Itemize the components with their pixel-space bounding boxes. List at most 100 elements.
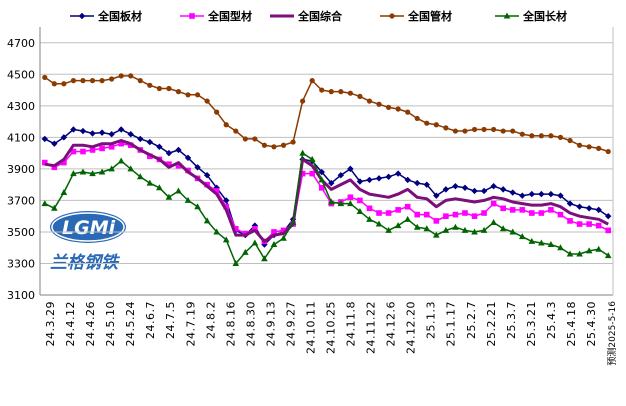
x-tick-label: 24.10.25: [325, 301, 338, 354]
data-point: [376, 210, 382, 216]
data-point: [327, 198, 335, 205]
data-point: [509, 207, 516, 213]
data-point: [108, 144, 115, 150]
data-point: [270, 241, 278, 248]
data-point: [300, 98, 306, 104]
y-tick-label: 3100: [7, 289, 35, 302]
data-point: [519, 131, 525, 137]
data-point: [223, 122, 229, 128]
series-2: [44, 139, 609, 243]
data-point: [156, 143, 163, 151]
legend-marker: [503, 12, 511, 19]
data-point: [471, 228, 478, 235]
x-tick-label: 24.4.12: [64, 301, 77, 347]
data-point: [223, 197, 230, 204]
data-point: [366, 215, 373, 222]
data-point: [442, 186, 450, 193]
data-point: [423, 225, 431, 232]
data-point: [548, 207, 554, 213]
data-point: [41, 200, 49, 207]
data-point: [490, 183, 497, 190]
data-point: [252, 225, 258, 232]
y-tick-labels: 3100 3300 3500 3700 3900 4100 4300 4500 4700: [7, 37, 35, 302]
data-point: [356, 207, 364, 214]
data-point: [605, 212, 612, 220]
data-point: [222, 236, 230, 243]
data-point: [366, 176, 373, 184]
data-point: [366, 98, 373, 104]
data-point: [395, 106, 401, 112]
data-point: [576, 203, 583, 210]
data-point: [347, 194, 354, 201]
x-tick-label: 24.5.24: [124, 301, 137, 347]
data-point: [290, 139, 296, 145]
data-point: [79, 168, 87, 175]
forecast-date-label: 预测2025-5-16: [607, 301, 618, 366]
data-point: [166, 85, 172, 92]
data-point: [232, 259, 240, 266]
data-point: [194, 92, 201, 98]
data-point: [184, 154, 192, 162]
data-point: [394, 222, 402, 229]
data-point: [442, 226, 450, 233]
data-point: [328, 89, 334, 95]
data-point: [318, 185, 325, 191]
x-tick-label: 25.4.3: [545, 301, 558, 339]
legend-item: 全国型材: [180, 9, 252, 23]
data-point: [529, 210, 535, 216]
data-point: [519, 192, 526, 199]
data-point: [136, 173, 144, 180]
data-point: [547, 190, 555, 198]
data-point: [576, 250, 583, 257]
y-tick-label: 3700: [7, 194, 35, 207]
data-point: [423, 211, 430, 218]
data-point: [357, 197, 363, 204]
data-point: [318, 168, 325, 176]
data-point: [357, 93, 363, 99]
data-point: [98, 168, 106, 175]
x-tick-label: 24.10.11: [305, 301, 318, 354]
x-tick-label: 24.8.30: [244, 301, 257, 347]
data-point: [566, 200, 574, 207]
data-point: [499, 225, 507, 232]
data-point: [500, 128, 506, 134]
x-tick-label: 25.2.7: [465, 301, 478, 339]
data-point: [60, 189, 68, 196]
x-tick-labels: 24.3.29 24.4.12 24.4.26 24.5.10 24.5.24 24.6.…: [44, 301, 618, 366]
data-point: [471, 126, 478, 133]
data-point: [271, 144, 277, 150]
x-tick-label: 24.8.2: [204, 301, 217, 339]
data-point: [557, 244, 564, 251]
x-tick-label: 24.12.6: [385, 301, 398, 347]
x-tick-label: 25.3.7: [505, 301, 518, 339]
data-point: [261, 142, 268, 148]
data-point: [385, 173, 392, 180]
data-point: [452, 128, 459, 134]
data-point: [509, 228, 517, 235]
legend-item: 全国长材: [495, 9, 567, 23]
data-point: [461, 184, 469, 191]
data-point: [576, 221, 583, 227]
data-point: [490, 218, 497, 225]
data-point: [117, 126, 125, 133]
data-point: [280, 227, 287, 234]
data-point: [242, 248, 249, 255]
data-point: [538, 210, 545, 216]
data-point: [213, 188, 220, 194]
legend-label: 全国综合: [297, 9, 343, 23]
series-line: [44, 139, 609, 243]
data-point: [280, 142, 287, 148]
data-point: [375, 175, 383, 182]
data-point: [471, 187, 478, 195]
data-point: [404, 203, 411, 210]
data-point: [51, 204, 58, 211]
data-point: [185, 92, 191, 98]
legend-label: 全国长材: [522, 9, 567, 23]
x-tick-label: 25.2.21: [485, 301, 498, 347]
data-point: [528, 190, 536, 198]
data-point: [480, 226, 488, 233]
data-point: [510, 128, 516, 134]
data-point: [80, 148, 86, 155]
data-point: [586, 221, 592, 227]
logo-text: LGMi: [62, 217, 116, 239]
